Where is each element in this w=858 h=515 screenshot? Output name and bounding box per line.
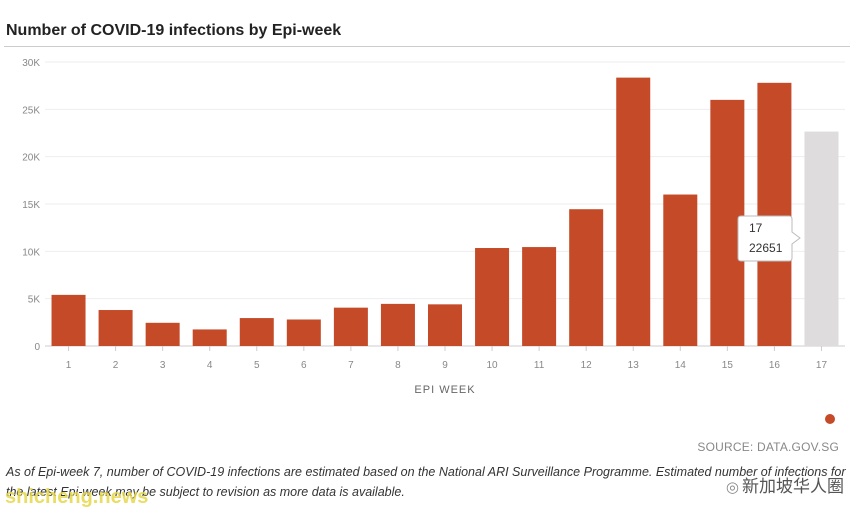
title-divider [4, 46, 850, 47]
bar-week-7[interactable] [333, 307, 368, 346]
y-tick-label: 25K [22, 105, 40, 116]
bar-week-1[interactable] [51, 294, 86, 346]
x-tick-label: 6 [301, 360, 307, 371]
x-tick-label: 3 [160, 360, 166, 371]
x-tick-label: 15 [722, 360, 734, 371]
bar-week-14[interactable] [663, 194, 698, 346]
tooltip-value: 22651 [749, 241, 783, 255]
legend-dot[interactable] [825, 414, 835, 424]
x-tick-label: 17 [816, 360, 828, 371]
x-axis-label: EPI WEEK [414, 384, 475, 396]
x-tick-label: 2 [113, 360, 119, 371]
bar-week-17[interactable] [804, 131, 839, 346]
bars [51, 77, 839, 347]
y-tick-label: 30K [22, 58, 40, 69]
bar-week-12[interactable] [569, 209, 604, 346]
y-tick-label: 10K [22, 247, 40, 258]
bar-week-6[interactable] [286, 319, 321, 346]
y-tick-label: 20K [22, 153, 40, 164]
x-tick-label: 4 [207, 360, 213, 371]
tooltip-box [737, 215, 801, 262]
watermark-logo-text: 新加坡华人圈 [742, 477, 844, 496]
x-tick-label: 7 [348, 360, 354, 371]
y-tick-label: 0 [34, 342, 40, 353]
x-tick-label: 5 [254, 360, 260, 371]
x-tick-label: 10 [486, 360, 498, 371]
bar-week-9[interactable] [428, 304, 462, 346]
x-tick-label: 16 [769, 360, 781, 371]
x-tick-label: 14 [675, 360, 687, 371]
watermark-logo: ◎ 新加坡华人圈 [726, 472, 844, 497]
bar-week-11[interactable] [522, 247, 557, 346]
y-tick-label: 15K [22, 200, 40, 211]
x-tick-label: 9 [442, 360, 448, 371]
tooltip: 17 22651 [737, 215, 801, 262]
x-tick-label: 8 [395, 360, 401, 371]
tooltip-week: 17 [749, 221, 763, 235]
y-axis: 0 5K 10K 15K 20K 25K 30K [22, 58, 40, 353]
bar-week-13[interactable] [616, 77, 651, 347]
bar-week-2[interactable] [98, 310, 133, 346]
watermark-site: shicheng.news [5, 486, 149, 508]
bar-week-8[interactable] [380, 303, 415, 346]
y-tick-label: 5K [28, 295, 41, 306]
wechat-icon: ◎ [725, 479, 739, 496]
footnote: As of Epi-week 7, number of COVID-19 inf… [6, 465, 846, 499]
bar-week-5[interactable] [239, 318, 274, 346]
bar-week-16[interactable] [757, 82, 792, 347]
bar-week-4[interactable] [192, 329, 227, 346]
chart-title: Number of COVID-19 infections by Epi-wee… [6, 22, 342, 39]
source-label: SOURCE: DATA.GOV.SG [697, 440, 839, 454]
bar-week-3[interactable] [145, 322, 180, 346]
bar-week-10[interactable] [475, 248, 510, 346]
x-tick-label: 12 [581, 360, 593, 371]
x-tick-label: 13 [628, 360, 640, 371]
x-tick-label: 1 [66, 360, 72, 371]
x-axis: 1 2 3 4 5 6 7 8 9 10 11 12 13 14 15 16 17 [66, 346, 828, 371]
x-tick-label: 11 [534, 360, 545, 371]
